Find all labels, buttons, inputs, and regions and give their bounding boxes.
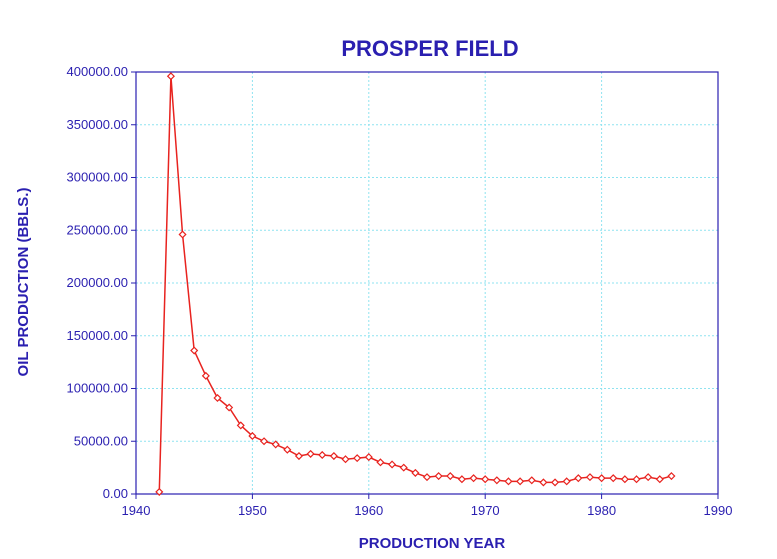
y-tick-label: 250000.00 xyxy=(67,222,128,237)
data-point xyxy=(399,463,408,472)
y-tick-label: 150000.00 xyxy=(67,328,128,343)
data-point xyxy=(481,475,490,484)
data-point xyxy=(329,451,338,461)
data-point xyxy=(213,393,222,403)
x-axis-title: PRODUCTION YEAR xyxy=(359,535,506,552)
y-tick-label: 300000.00 xyxy=(67,170,128,185)
series-line xyxy=(158,76,672,492)
x-tick-label: 1950 xyxy=(238,503,267,518)
data-point xyxy=(539,478,548,487)
data-point xyxy=(492,476,501,485)
data-point xyxy=(271,440,280,449)
data-point xyxy=(597,474,606,483)
data-point xyxy=(667,472,676,481)
data-point xyxy=(632,475,641,484)
data-point xyxy=(527,476,536,485)
data-point xyxy=(190,346,199,355)
x-tick-label: 1940 xyxy=(122,503,151,518)
data-point xyxy=(446,472,455,481)
data-point xyxy=(388,460,397,469)
data-point xyxy=(411,468,420,477)
data-point xyxy=(236,421,245,430)
data-point xyxy=(248,431,257,441)
data-point xyxy=(574,474,583,483)
plot-frame xyxy=(135,71,719,495)
y-tick-label: 400000.00 xyxy=(67,64,128,79)
data-point xyxy=(620,475,629,484)
x-tick-label: 1960 xyxy=(354,503,383,518)
data-point xyxy=(353,454,362,463)
data-point xyxy=(422,473,432,482)
data-point xyxy=(283,445,292,454)
data-point xyxy=(644,473,653,482)
data-point xyxy=(609,474,618,483)
y-tick-label: 200000.00 xyxy=(67,275,128,290)
data-point xyxy=(166,72,175,81)
data-point xyxy=(376,458,385,467)
data-point xyxy=(469,474,478,483)
axis-ticks: 0.00 50000.00 100000.00 150000.00 200000.00 2… xyxy=(67,64,733,518)
data-point xyxy=(364,453,373,462)
y-tick-label: 0.00 xyxy=(103,486,128,501)
data-point xyxy=(178,230,187,239)
data-point xyxy=(318,450,327,460)
data-point xyxy=(155,487,164,496)
x-tick-label: 1980 xyxy=(587,503,616,518)
data-point xyxy=(562,477,571,486)
data-point xyxy=(306,449,315,458)
y-tick-label: 100000.00 xyxy=(67,381,128,396)
grid-lines xyxy=(136,72,718,494)
x-tick-label: 1970 xyxy=(471,503,500,518)
data-point xyxy=(655,475,664,484)
data-point xyxy=(225,403,234,412)
data-point xyxy=(434,472,443,481)
data-point xyxy=(457,475,466,484)
data-point xyxy=(259,437,269,446)
data-point xyxy=(504,477,513,486)
x-tick-label: 1990 xyxy=(704,503,733,518)
data-point xyxy=(341,455,350,464)
data-point xyxy=(201,371,210,380)
data-point xyxy=(585,473,595,482)
data-point xyxy=(516,477,525,486)
chart-title: PROSPER FIELD xyxy=(341,36,518,61)
y-tick-label: 50000.00 xyxy=(74,433,128,448)
y-tick-label: 350000.00 xyxy=(67,117,128,132)
y-axis-title: OIL PRODUCTION (BBLS.) xyxy=(15,188,32,377)
data-point xyxy=(550,478,560,487)
data-points xyxy=(155,72,676,496)
data-point xyxy=(294,451,304,461)
